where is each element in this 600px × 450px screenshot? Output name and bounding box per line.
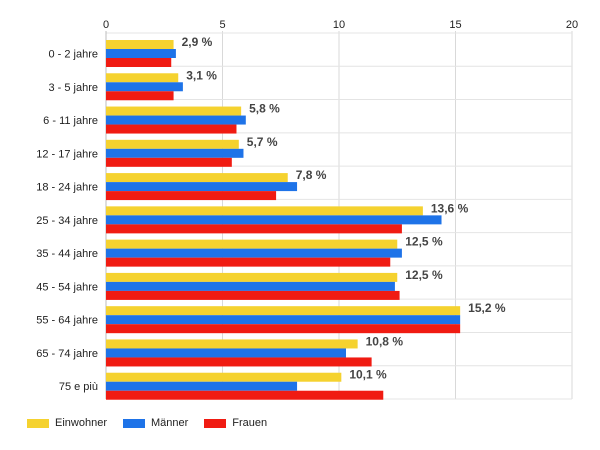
bar-einwohner — [106, 139, 239, 149]
bar-frauen — [106, 257, 391, 267]
bar-einwohner — [106, 73, 179, 83]
category-label: 55 - 64 jahre — [36, 315, 98, 327]
bar-einwohner — [106, 173, 288, 183]
bar-einwohner — [106, 40, 174, 49]
category-label: 75 e più — [59, 381, 98, 393]
data-label: 7,8 % — [296, 168, 327, 182]
bar-einwohner — [106, 206, 423, 216]
category-label: 25 - 34 jahre — [36, 215, 98, 227]
bar-frauen — [106, 290, 400, 300]
legend-item-frauen: Frauen — [204, 417, 267, 429]
category-label: 12 - 17 jahre — [36, 148, 98, 160]
category-label: 3 - 5 jahre — [48, 82, 98, 94]
data-label: 5,8 % — [249, 102, 280, 116]
legend-item-einwohner: Einwohner — [27, 417, 107, 429]
category-label: 0 - 2 jahre — [48, 49, 98, 61]
bar-mnner — [106, 115, 246, 125]
legend: Einwohner Männer Frauen — [27, 417, 283, 429]
bar-einwohner — [106, 339, 358, 349]
bar-mnner — [106, 49, 176, 58]
data-labels: 2,9 % 3,1 % 5,8 % 5,7 % 7,8 % 13,6 % 12,5 % 12,… — [182, 35, 506, 382]
category-label: 18 - 24 jahre — [36, 182, 98, 194]
bar-mnner — [106, 381, 298, 391]
x-tick-label: 0 — [103, 19, 109, 31]
x-tick-label: 15 — [449, 19, 461, 31]
category-label: 35 - 44 jahre — [36, 248, 98, 260]
legend-label-frauen: Frauen — [232, 417, 268, 429]
legend-label-einwohner: Einwohner — [55, 417, 107, 429]
data-label: 2,9 % — [182, 35, 213, 49]
x-tick-label: 20 — [566, 19, 578, 31]
x-tick-label: 10 — [333, 19, 345, 31]
bar-mnner — [106, 248, 402, 258]
bar-mnner — [106, 281, 395, 291]
bar-frauen — [106, 390, 384, 400]
category-label: 45 - 54 jahre — [36, 281, 98, 293]
legend-swatch-einwohner — [27, 418, 49, 428]
bar-einwohner — [106, 372, 342, 382]
legend-item-maenner: Männer — [122, 417, 189, 429]
bar-frauen — [106, 357, 372, 367]
y-axis-categories: 0 - 2 jahre 3 - 5 jahre 6 - 11 jahre 12 - 1… — [36, 49, 98, 394]
data-label: 5,7 % — [247, 135, 278, 149]
data-label: 3,1 % — [186, 68, 217, 82]
legend-swatch-frauen — [204, 418, 227, 428]
category-label: 65 - 74 jahre — [36, 348, 98, 360]
bar-frauen — [106, 191, 277, 201]
legend-label-maenner: Männer — [150, 417, 189, 429]
legend-swatch-maenner — [122, 418, 145, 428]
bar-frauen — [106, 324, 461, 334]
bar-frauen — [106, 58, 172, 67]
bar-mnner — [106, 82, 183, 92]
bar-frauen — [106, 91, 174, 101]
bar-einwohner — [106, 306, 461, 316]
x-axis-ticks: 0 5 10 15 20 — [103, 19, 578, 31]
bar-mnner — [106, 315, 461, 325]
bar-frauen — [106, 157, 232, 167]
data-label: 10,1 % — [349, 368, 387, 382]
bar-mnner — [106, 215, 442, 225]
data-label: 15,2 % — [468, 301, 506, 315]
data-label: 12,5 % — [405, 235, 443, 249]
bar-einwohner — [106, 106, 242, 116]
bar-mnner — [106, 148, 244, 158]
data-label: 10,8 % — [366, 334, 404, 348]
bar-frauen — [106, 224, 402, 234]
category-label: 6 - 11 jahre — [43, 115, 98, 127]
bar-mnner — [106, 348, 346, 358]
bar-einwohner — [106, 272, 398, 282]
bar-frauen — [106, 124, 237, 134]
data-label: 13,6 % — [431, 201, 469, 215]
x-tick-label: 5 — [219, 19, 225, 31]
bar-einwohner — [106, 239, 398, 249]
bars — [106, 40, 461, 400]
bar-mnner — [106, 182, 298, 192]
data-label: 12,5 % — [405, 268, 443, 282]
